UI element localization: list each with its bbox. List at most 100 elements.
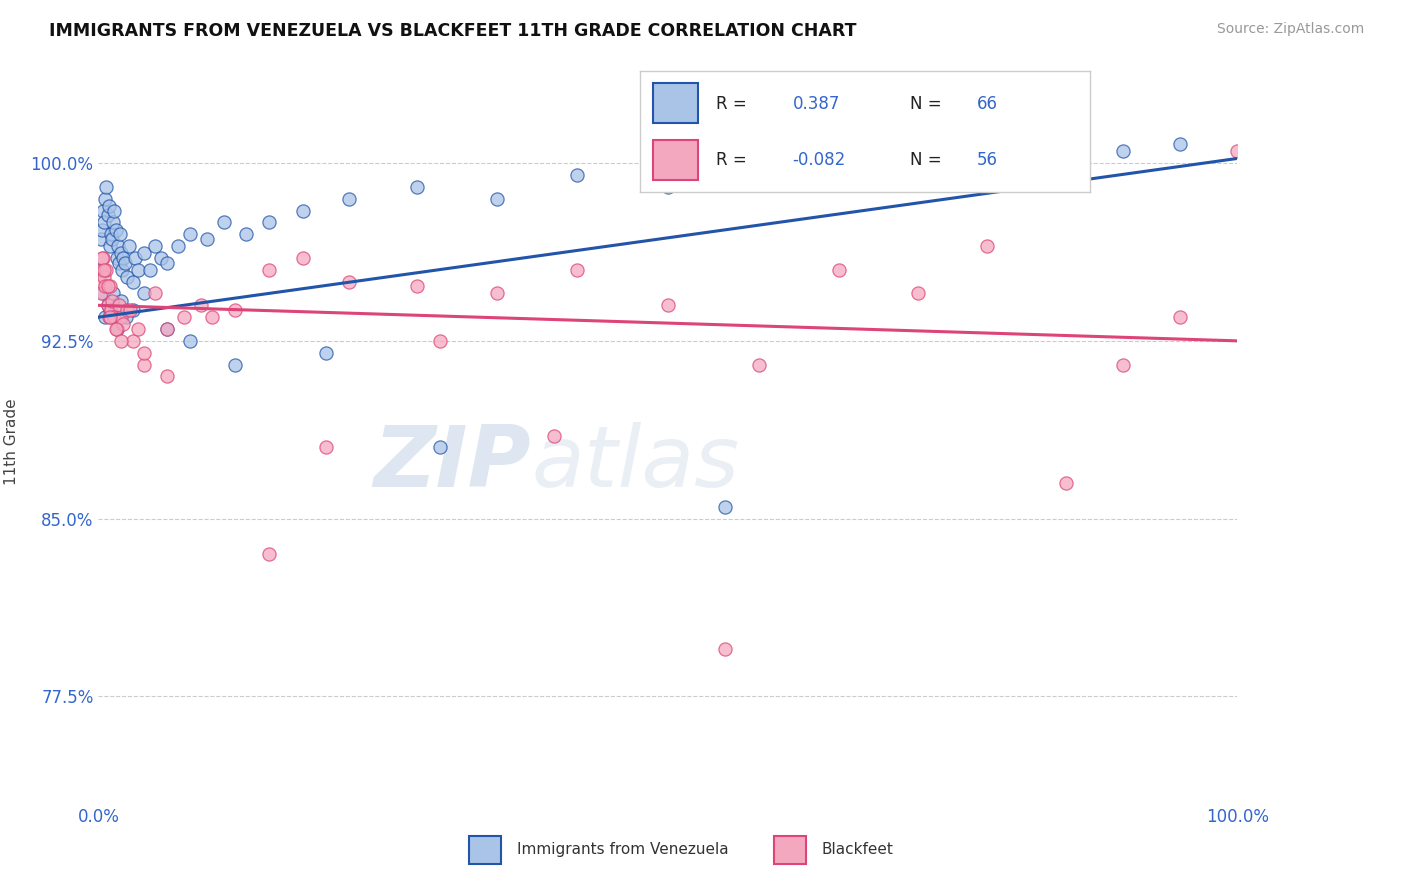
Point bbox=[110, 246, 132, 260]
Point bbox=[998, 152, 1021, 166]
Point bbox=[224, 303, 246, 318]
Point bbox=[98, 239, 121, 253]
Point bbox=[89, 275, 111, 289]
Point bbox=[96, 298, 118, 312]
FancyBboxPatch shape bbox=[773, 836, 806, 863]
Point bbox=[259, 215, 281, 229]
Point bbox=[429, 441, 451, 455]
Point bbox=[657, 180, 679, 194]
Point bbox=[121, 275, 143, 289]
Point bbox=[91, 251, 114, 265]
Point bbox=[115, 303, 138, 318]
Point bbox=[101, 293, 124, 308]
Point bbox=[101, 232, 124, 246]
Point bbox=[132, 246, 155, 260]
Point bbox=[105, 322, 128, 336]
Point bbox=[884, 156, 907, 170]
Point bbox=[486, 192, 509, 206]
Point bbox=[315, 345, 337, 359]
Point bbox=[103, 286, 125, 301]
Text: atlas: atlas bbox=[531, 422, 740, 505]
Point bbox=[406, 180, 429, 194]
Point bbox=[1170, 137, 1192, 152]
Point bbox=[132, 358, 155, 372]
Point bbox=[156, 322, 179, 336]
Point bbox=[565, 262, 588, 277]
Text: R =: R = bbox=[716, 95, 747, 113]
Text: ZIP: ZIP bbox=[374, 422, 531, 505]
Point bbox=[770, 168, 793, 182]
Point bbox=[98, 303, 121, 318]
Point bbox=[224, 358, 246, 372]
Point bbox=[91, 286, 114, 301]
Point bbox=[103, 310, 125, 325]
Point bbox=[114, 310, 136, 325]
Point bbox=[156, 369, 179, 384]
Point bbox=[90, 286, 112, 301]
Point bbox=[167, 239, 190, 253]
FancyBboxPatch shape bbox=[470, 836, 502, 863]
Point bbox=[173, 310, 195, 325]
Text: N =: N = bbox=[910, 152, 941, 169]
Y-axis label: 11th Grade: 11th Grade bbox=[4, 398, 20, 485]
Point bbox=[124, 251, 146, 265]
Point bbox=[114, 255, 136, 269]
Point bbox=[657, 298, 679, 312]
Point bbox=[98, 310, 121, 325]
Point bbox=[976, 239, 998, 253]
Point bbox=[201, 310, 224, 325]
Point bbox=[91, 203, 114, 218]
Point bbox=[98, 279, 121, 293]
Point bbox=[1112, 358, 1135, 372]
Point bbox=[97, 199, 120, 213]
Point bbox=[96, 180, 118, 194]
Point bbox=[90, 251, 112, 265]
Point bbox=[156, 255, 179, 269]
Point bbox=[429, 334, 451, 348]
Point bbox=[145, 286, 167, 301]
Point bbox=[1112, 145, 1135, 159]
Point bbox=[107, 239, 129, 253]
Point bbox=[94, 310, 117, 325]
Point bbox=[93, 262, 115, 277]
Point bbox=[127, 322, 149, 336]
Text: 56: 56 bbox=[977, 152, 998, 169]
Point bbox=[156, 322, 179, 336]
Point bbox=[103, 215, 125, 229]
Point bbox=[127, 262, 149, 277]
Point bbox=[259, 262, 281, 277]
FancyBboxPatch shape bbox=[654, 140, 699, 179]
Point bbox=[96, 279, 118, 293]
Point bbox=[104, 222, 127, 236]
Point bbox=[90, 262, 112, 277]
Point bbox=[235, 227, 257, 242]
Point bbox=[150, 251, 173, 265]
Point bbox=[118, 239, 141, 253]
Point bbox=[292, 251, 315, 265]
Point bbox=[94, 192, 117, 206]
Point bbox=[907, 286, 929, 301]
FancyBboxPatch shape bbox=[654, 84, 699, 123]
Point bbox=[94, 279, 117, 293]
Point bbox=[179, 334, 201, 348]
Point bbox=[120, 303, 142, 318]
Point bbox=[259, 547, 281, 561]
Point bbox=[112, 318, 135, 332]
Point bbox=[111, 262, 134, 277]
Point bbox=[1056, 475, 1078, 490]
Point bbox=[112, 251, 135, 265]
Point bbox=[96, 262, 118, 277]
Text: -0.082: -0.082 bbox=[793, 152, 846, 169]
Text: Immigrants from Venezuela: Immigrants from Venezuela bbox=[517, 842, 730, 857]
Text: Source: ZipAtlas.com: Source: ZipAtlas.com bbox=[1216, 22, 1364, 37]
Point bbox=[90, 232, 112, 246]
Point bbox=[90, 222, 112, 236]
Point bbox=[121, 334, 143, 348]
Point bbox=[108, 255, 131, 269]
Point bbox=[486, 286, 509, 301]
Point bbox=[565, 168, 588, 182]
Point bbox=[96, 298, 118, 312]
Text: R =: R = bbox=[716, 152, 747, 169]
Point bbox=[212, 215, 235, 229]
Point bbox=[100, 303, 122, 318]
